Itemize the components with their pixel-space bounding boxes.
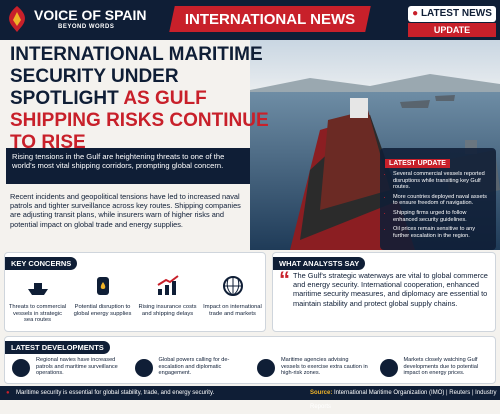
concern: Impact on international trade and market… [200, 273, 265, 324]
concern-text: Potential disruption to global energy su… [73, 304, 132, 317]
update-item: Oil prices remain sensitive to any furth… [393, 226, 491, 239]
development: Markets closely watching Gulf developmen… [373, 357, 496, 379]
development-icon [257, 359, 275, 377]
headline: INTERNATIONAL MARITIME SECURITY UNDER SP… [10, 44, 280, 154]
update-item: More countries deployed naval assets to … [393, 194, 491, 207]
source: International Maritime Organization (IMO… [310, 390, 497, 410]
page: VOICE OF SPAIN BEYOND WORDS INTERNATIONA… [0, 0, 500, 400]
concern: Rising insurance costs and shipping dela… [135, 273, 200, 324]
section-title: KEY CONCERNS [5, 257, 78, 270]
concern-icon [222, 276, 243, 296]
badge-text: LATEST NEWS [420, 8, 492, 19]
concern-text: Threats to commercial vessels in strateg… [8, 304, 67, 324]
development-icon [379, 359, 398, 377]
concern-icon [27, 283, 48, 295]
latest-update-title: LATEST UPDATE [385, 159, 450, 168]
section-title: LATEST DEVELOPMENTS [5, 341, 110, 354]
footer: ● Maritime security is essential for glo… [0, 386, 500, 410]
development: Regional navies have increased patrols a… [5, 357, 128, 379]
development-text: Markets closely watching Gulf developmen… [403, 357, 479, 377]
update-list: Several commercial vessels reported disr… [385, 171, 491, 239]
section-title: WHAT ANALYSTS SAY [273, 257, 366, 270]
analysts: WHAT ANALYSTS SAY “ The Gulf's strategic… [272, 252, 496, 332]
headline-line1: INTERNATIONAL MARITIME SECURITY UNDER SP… [10, 44, 263, 109]
development-text: Global powers calling for de-escalation … [158, 357, 230, 377]
developments: LATEST DEVELOPMENTS Regional navies have… [4, 336, 496, 384]
development: Global powers calling for de-escalation … [128, 357, 251, 379]
update-item: Shipping firms urged to follow enhanced … [393, 210, 491, 223]
update-item: Several commercial vessels reported disr… [393, 171, 491, 191]
development: Maritime agencies advising vessels to ex… [250, 357, 373, 379]
concern-text: Impact on international trade and market… [203, 304, 262, 317]
concern: Threats to commercial vessels in strateg… [5, 273, 70, 324]
development-text: Maritime agencies advising vessels to ex… [281, 357, 368, 377]
key-concerns: KEY CONCERNS Threats to commercial vesse… [4, 252, 266, 332]
quote: The Gulf's strategic waterways are vital… [293, 271, 488, 308]
headline-line2: AS GULF SHIPPING RISKS CONTINUE TO RISE [10, 88, 269, 153]
concern: Potential disruption to global energy su… [70, 273, 135, 324]
badge: ● LATEST NEWS [408, 6, 496, 22]
tagline: BEYOND WORDS [58, 24, 115, 30]
concern-text: Rising insurance costs and shipping dela… [138, 304, 197, 317]
brand: VOICE OF SPAIN [34, 7, 147, 23]
development-icon [134, 359, 153, 377]
latest-update: LATEST UPDATE Several commercial vessels… [380, 148, 496, 250]
lead: Rising tensions in the Gulf are heighten… [6, 148, 250, 184]
logo [9, 6, 25, 32]
footer-note: Maritime security is essential for globa… [16, 390, 215, 396]
development-text: Regional navies have increased patrols a… [36, 357, 118, 377]
badge-sub: UPDATE [408, 23, 496, 37]
source-label: Source: [310, 390, 333, 396]
concern-icon [96, 277, 109, 295]
body: Recent incidents and geopolitical tensio… [10, 192, 241, 229]
banner: INTERNATIONAL NEWS [184, 11, 356, 28]
quote-mark: “ [279, 267, 290, 292]
development-icon [12, 359, 30, 377]
concern-icon [156, 275, 179, 295]
